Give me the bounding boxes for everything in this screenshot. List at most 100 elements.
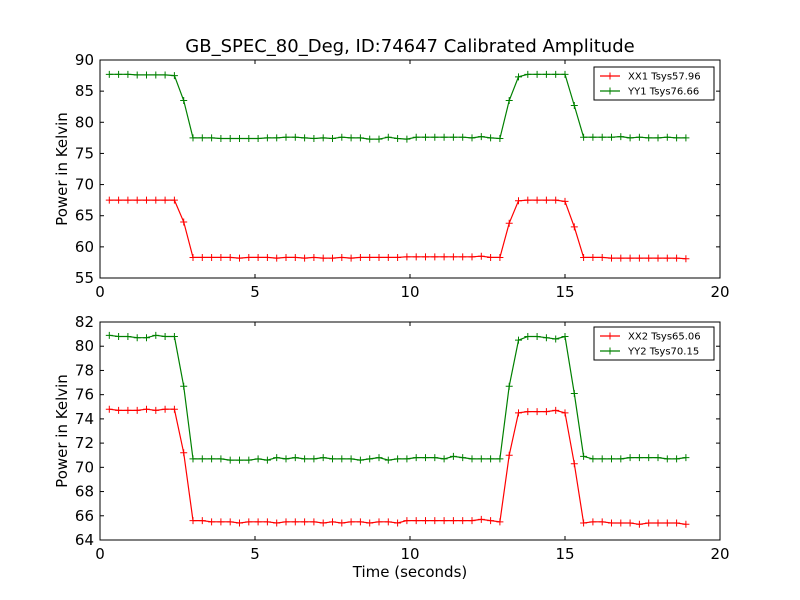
data-point-marker	[542, 408, 550, 416]
data-point-marker	[505, 382, 513, 390]
legend-marker	[606, 332, 614, 340]
data-point-marker	[245, 253, 253, 261]
data-point-marker	[654, 254, 662, 262]
data-point-marker	[617, 455, 625, 463]
data-point-marker	[561, 70, 569, 78]
data-point-marker	[105, 405, 113, 413]
data-point-marker	[375, 135, 383, 143]
data-point-marker	[375, 253, 383, 261]
data-point-marker	[273, 519, 281, 527]
data-point-marker	[412, 133, 420, 141]
data-point-marker	[663, 254, 671, 262]
data-point-marker	[189, 455, 197, 463]
x-tick-label: 10	[400, 283, 419, 301]
data-point-marker	[366, 455, 374, 463]
data-point-marker	[552, 70, 560, 78]
legend-marker	[606, 347, 614, 355]
y-tick-label: 65	[75, 207, 94, 225]
y-axis-label: Power in Kelvin	[53, 374, 71, 488]
data-point-marker	[431, 454, 439, 462]
legend-box	[593, 66, 715, 101]
data-point-marker	[105, 70, 113, 78]
data-point-marker	[635, 133, 643, 141]
data-point-marker	[217, 134, 225, 142]
x-tick-label: 20	[710, 545, 729, 563]
data-point-marker	[105, 331, 113, 339]
x-tick-label: 0	[95, 283, 105, 301]
data-point-marker	[180, 449, 188, 457]
data-point-marker	[617, 254, 625, 262]
data-point-marker	[431, 253, 439, 261]
x-axis-label: Time (seconds)	[352, 563, 468, 581]
data-point-marker	[403, 517, 411, 525]
series-line-xx2	[109, 408, 686, 525]
data-point-marker	[356, 253, 364, 261]
data-point-marker	[161, 405, 169, 413]
data-point-marker	[589, 133, 597, 141]
data-point-marker	[384, 518, 392, 526]
data-point-marker	[133, 334, 141, 342]
data-point-marker	[626, 254, 634, 262]
y-tick-label: 82	[75, 313, 94, 331]
data-point-marker	[329, 518, 336, 526]
data-point-marker	[449, 452, 457, 460]
legend: XX1 Tsys57.96 YY1 Tsys76.66	[593, 66, 715, 101]
data-point-marker	[236, 456, 243, 464]
data-point-marker	[477, 252, 485, 260]
data-point-marker	[496, 455, 504, 463]
top-plot: 0 5 10 15 20 55 60 65 70 75 80 85 90 Power in Kelvin X…	[53, 51, 730, 301]
y-tick-label: 66	[75, 507, 94, 525]
data-point-marker	[673, 134, 681, 142]
data-point-marker	[236, 254, 243, 262]
data-point-marker	[301, 518, 309, 526]
data-point-marker	[384, 456, 392, 464]
data-point-marker	[198, 517, 206, 525]
data-point-marker	[496, 253, 504, 261]
data-point-marker	[580, 253, 588, 261]
y-tick-label: 70	[75, 458, 94, 476]
data-point-marker	[310, 134, 318, 142]
data-point-marker	[329, 134, 336, 142]
data-point-marker	[319, 134, 327, 142]
data-point-marker	[319, 519, 327, 527]
data-point-marker	[682, 520, 690, 528]
data-point-marker	[254, 134, 262, 142]
data-point-marker	[198, 253, 206, 261]
data-point-marker	[105, 196, 113, 204]
series-line-xx1	[109, 199, 686, 260]
y-axis-label: Power in Kelvin	[53, 112, 71, 226]
data-point-marker	[608, 254, 615, 262]
data-point-marker	[217, 518, 225, 526]
data-point-marker	[533, 333, 541, 341]
data-point-marker	[580, 519, 588, 527]
data-point-marker	[515, 336, 522, 344]
data-point-marker	[217, 253, 225, 261]
data-point-marker	[626, 454, 634, 462]
x-tick-label: 0	[95, 545, 105, 563]
y-tick-label: 72	[75, 434, 94, 452]
data-point-marker	[115, 196, 123, 204]
data-point-marker	[542, 334, 550, 342]
data-point-marker	[282, 455, 290, 463]
data-point-marker	[570, 460, 578, 468]
data-point-marker	[412, 253, 420, 261]
data-point-marker	[645, 519, 653, 527]
data-point-marker	[570, 389, 578, 397]
data-point-marker	[133, 196, 141, 204]
data-point-marker	[180, 96, 188, 104]
data-point-marker	[133, 406, 141, 414]
data-point-marker	[394, 519, 402, 527]
data-point-marker	[170, 196, 178, 204]
data-point-marker	[366, 253, 374, 261]
data-point-marker	[310, 253, 318, 261]
data-point-marker	[459, 253, 467, 261]
data-point-marker	[347, 455, 355, 463]
data-point-marker	[180, 382, 188, 390]
data-point-marker	[226, 253, 234, 261]
data-point-marker	[645, 134, 653, 142]
data-point-marker	[431, 133, 439, 141]
data-point-marker	[487, 253, 495, 261]
data-point-marker	[133, 71, 141, 79]
data-point-marker	[208, 518, 216, 526]
data-point-marker	[273, 454, 281, 462]
